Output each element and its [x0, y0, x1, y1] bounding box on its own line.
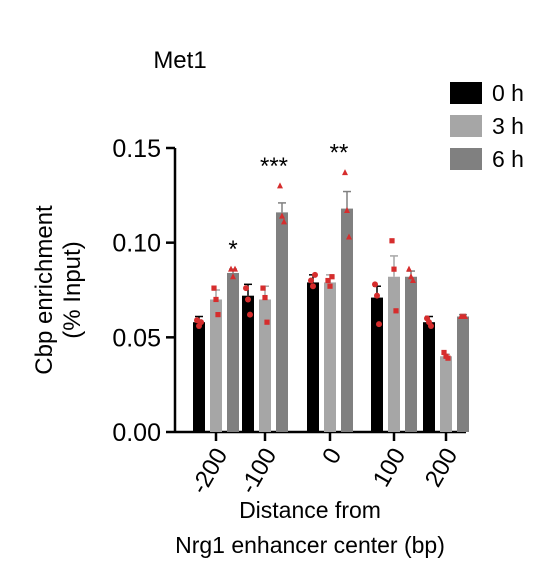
- data-point: [228, 265, 234, 272]
- data-point: [342, 169, 348, 176]
- data-point: [376, 321, 382, 328]
- bar-0h-0: [307, 282, 319, 432]
- data-point: [230, 273, 236, 280]
- data-point: [232, 265, 238, 272]
- data-point: [374, 292, 380, 299]
- bar-0h-100: [371, 297, 383, 432]
- bar-0h-200: [423, 322, 435, 432]
- data-point: [428, 322, 434, 329]
- data-point: [243, 285, 249, 292]
- data-point: [264, 319, 270, 325]
- bar-3h--200: [210, 299, 222, 432]
- significance-marker: **: [330, 140, 349, 167]
- legend-label: 6 h: [492, 146, 524, 172]
- data-point: [344, 206, 350, 213]
- x-axis-label-line2: Nrg1 enhancer center (bp): [175, 532, 445, 558]
- x-axis-label-line1: Distance from: [239, 497, 381, 523]
- significance-marker: ***: [260, 153, 288, 180]
- data-point: [245, 296, 251, 303]
- bar-6h--200: [227, 272, 239, 432]
- bar-6h-200: [457, 316, 469, 432]
- data-point: [325, 277, 331, 284]
- data-point: [312, 271, 318, 278]
- data-point: [441, 349, 447, 356]
- bar-3h--100: [259, 299, 271, 432]
- significance-marker: *: [228, 236, 237, 263]
- bar-0h--100: [242, 295, 254, 432]
- x-tick-label: -100: [235, 444, 282, 499]
- bar-0h--200: [193, 322, 205, 432]
- data-point: [211, 285, 217, 291]
- data-point: [372, 281, 378, 288]
- data-point: [279, 212, 285, 219]
- x-axis-title: Distance from Nrg1 enhancer center (bp): [175, 497, 445, 558]
- bar-6h-100: [405, 276, 417, 432]
- y-axis-label-line1: Cbp enrichment: [31, 205, 58, 375]
- data-point: [327, 283, 333, 289]
- bar-6h-0: [341, 208, 353, 432]
- data-point: [406, 265, 412, 272]
- y-axis-label-line2: (% Input): [59, 241, 86, 338]
- data-point: [281, 218, 287, 225]
- legend: 0 h 3 h 6 h: [450, 80, 524, 172]
- bar-3h-200: [440, 356, 452, 432]
- legend-swatch: [450, 115, 482, 137]
- data-point: [262, 294, 268, 301]
- data-point: [410, 277, 416, 284]
- y-tick-label: 0.05: [112, 324, 161, 352]
- x-tick-label: 200: [420, 444, 463, 492]
- data-point: [260, 285, 266, 291]
- data-point: [445, 355, 451, 361]
- data-point: [198, 319, 204, 326]
- data-point: [215, 312, 221, 318]
- data-point: [393, 308, 399, 314]
- bar-6h--100: [276, 212, 288, 432]
- data-point: [310, 283, 316, 290]
- data-point: [408, 273, 414, 280]
- chart-title: Met1: [153, 47, 206, 74]
- data-point: [329, 274, 335, 280]
- y-tick-label: 0.10: [112, 230, 161, 258]
- data-point: [389, 238, 395, 244]
- data-point: [277, 182, 283, 189]
- x-tick-label: 0: [317, 444, 347, 469]
- legend-label: 3 h: [492, 113, 524, 139]
- bar-3h-100: [388, 276, 400, 432]
- data-point: [213, 296, 219, 303]
- x-tick-label: 100: [368, 444, 411, 492]
- y-tick-label: 0.00: [112, 419, 161, 447]
- x-tick-label: -200: [186, 444, 233, 499]
- data-point: [247, 311, 253, 318]
- data-point: [308, 277, 314, 284]
- plot-area: 0.000.050.100.15-200 -100 0 100 200**** **: [112, 135, 469, 499]
- y-tick-label: 0.15: [112, 135, 161, 163]
- data-point: [462, 313, 468, 320]
- legend-swatch: [450, 148, 482, 170]
- legend-label: 0 h: [492, 80, 524, 106]
- y-axis-title: Cbp enrichment (% Input): [31, 205, 86, 375]
- bar-3h-0: [324, 282, 336, 432]
- data-point: [346, 233, 352, 240]
- data-point: [391, 266, 397, 272]
- legend-swatch: [450, 82, 482, 104]
